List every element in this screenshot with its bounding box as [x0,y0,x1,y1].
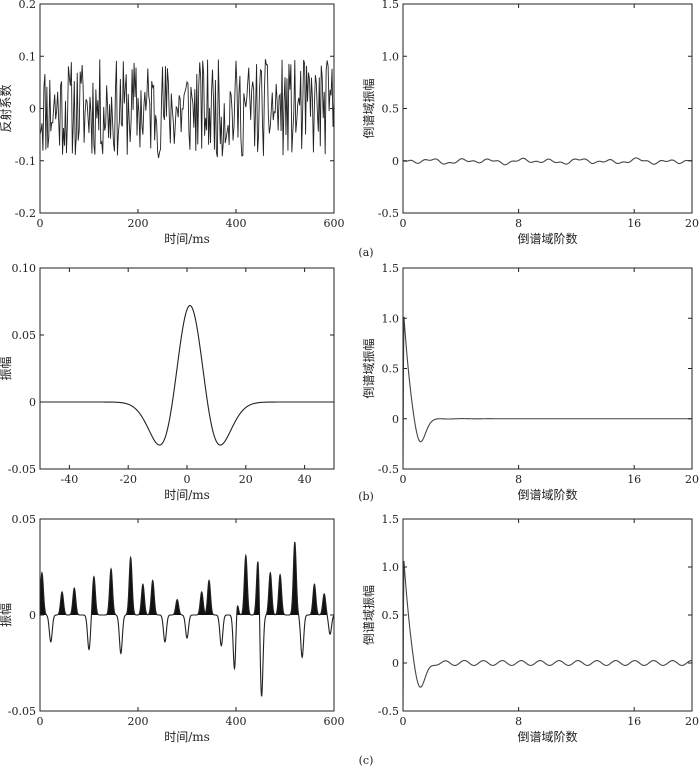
x-tick-label: 40 [298,473,312,486]
y-axis-label: 倒谱域振幅 [361,585,376,645]
x-tick-label: -40 [61,473,79,486]
panel-label-c: (c) [359,754,374,767]
x-tick-label: 20 [685,473,699,486]
y-tick-label: 0.5 [382,363,400,376]
series-line [40,541,334,697]
series-b-right-0 [403,316,692,464]
y-tick-label: -0.2 [15,207,36,220]
y-tick-label: 1.5 [382,262,400,275]
y-tick-label: 1.5 [382,0,400,11]
x-tick-label: 0 [400,217,407,230]
y-tick-label: 1.0 [382,50,400,63]
y-tick-label: 1.0 [382,561,400,574]
x-tick-label: -20 [119,473,137,486]
plot-frame [39,3,335,214]
y-tick-label: -0.5 [378,207,399,220]
y-tick-label: -0.5 [378,705,399,718]
x-tick-label: 400 [226,217,247,230]
series-line [403,560,692,707]
x-axis-label: 时间/ms [164,730,210,744]
y-tick-label: 0.05 [12,513,37,526]
plot-frame [402,518,693,712]
x-tick-label: 20 [685,715,699,728]
series-line [40,59,334,159]
plot-frame [402,267,693,470]
y-axis-label: 振幅 [0,356,13,380]
y-tick-label: 0 [392,413,399,426]
y-tick-label: -0.05 [8,463,36,476]
x-tick-label: 8 [515,217,522,230]
series-line [40,304,334,446]
x-tick-label: 200 [128,217,149,230]
y-axis-label: 振幅 [0,603,13,627]
series-line [403,316,692,464]
y-tick-label: 0 [29,609,36,622]
x-tick-label: 0 [37,217,44,230]
x-tick-label: 20 [239,473,253,486]
y-tick-label: -0.5 [378,463,399,476]
x-tick-label: 16 [627,217,641,230]
y-tick-label: 0 [392,657,399,670]
y-axis-label: 倒谱域振幅 [361,78,376,138]
panel-label-a: (a) [358,246,373,259]
x-axis-label: 时间/ms [164,232,210,246]
x-tick-label: 16 [627,473,641,486]
x-tick-label: 20 [685,217,699,230]
y-tick-label: 0.1 [19,50,37,63]
plot-frame [402,3,693,214]
y-tick-label: -0.1 [15,155,36,168]
y-tick-label: 0.10 [12,262,37,275]
series-a-right-0 [403,157,692,166]
series-c-left-0 [40,541,334,697]
y-tick-label: 0.5 [382,103,400,116]
x-tick-label: 0 [400,473,407,486]
x-tick-label: 0 [400,715,407,728]
series-b-left-0 [40,304,334,446]
x-tick-label: 0 [184,473,191,486]
y-tick-label: 0 [392,155,399,168]
chart-a-left: 0 200 400 600 -0.2 -0.1 0 0.1 0.2 时间/ms 反射系数 [0,0,345,246]
series-c-right-0 [403,560,692,707]
x-axis-label: 倒谱域阶数 [517,487,577,502]
x-tick-label: 0 [37,715,44,728]
chart-b-left: -40 -20 0 20 40 -0.05 0 0.05 0.10 时间/ms 振幅 [0,262,335,502]
x-tick-label: 400 [226,715,247,728]
x-axis-label: 倒谱域阶数 [517,231,577,246]
plot-frame [39,267,335,470]
series-a-left-0 [40,59,334,159]
y-tick-label: 1.0 [382,312,400,325]
x-tick-label: 600 [324,217,345,230]
x-axis-label: 时间/ms [164,488,210,502]
y-tick-label: 0.05 [12,329,37,342]
y-tick-label: 0 [29,396,36,409]
series-line [403,157,692,166]
y-axis-label: 倒谱域振幅 [361,338,376,398]
series-fill-positive [40,542,334,615]
y-tick-label: 1.5 [382,513,400,526]
y-tick-label: 0.2 [19,0,37,11]
x-tick-label: 16 [627,715,641,728]
y-tick-label: 0 [29,103,36,116]
x-tick-label: 600 [324,715,345,728]
x-tick-label: 8 [515,473,522,486]
x-tick-label: 8 [515,715,522,728]
y-axis-label: 反射系数 [0,84,13,132]
x-axis-label: 倒谱域阶数 [517,729,577,744]
panel-label-b: (b) [358,490,374,503]
y-tick-label: -0.05 [8,705,36,718]
x-tick-label: 200 [128,715,149,728]
y-tick-label: 0.5 [382,609,400,622]
